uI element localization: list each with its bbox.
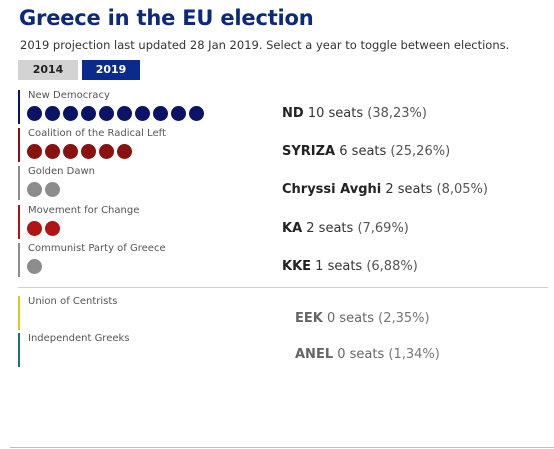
party-percent: (25,26%) (390, 144, 451, 159)
party-color-bar (18, 296, 20, 330)
party-percent: (8,05%) (436, 182, 488, 197)
party-color-bar (18, 243, 20, 277)
party-row-nd: New Democracy (18, 90, 538, 124)
party-color-bar (18, 128, 20, 162)
party-result-golden-dawn: Chryssi Avghi 2 seats (8,05%) (282, 182, 488, 197)
party-row-kke: Communist Party of Greece (18, 243, 538, 277)
party-name: Communist Party of Greece (28, 243, 166, 254)
party-row-syriza: Coalition of the Radical Left (18, 128, 538, 162)
seat-dot (45, 144, 60, 159)
party-name: Union of Centrists (28, 296, 118, 307)
seat-dot (117, 106, 132, 121)
seat-dot (81, 106, 96, 121)
seat-dot (45, 221, 60, 236)
page-title: Greece in the EU election (19, 6, 314, 30)
seat-dot (27, 144, 42, 159)
seat-dot (81, 144, 96, 159)
party-row-ka: Movement for Change (18, 205, 538, 239)
seat-dot (117, 144, 132, 159)
seat-dot (27, 221, 42, 236)
footer-divider (10, 447, 554, 448)
party-abbr: ANEL (295, 347, 334, 362)
seat-dot (27, 259, 42, 274)
party-seats: 1 seats (315, 259, 363, 274)
seat-dot (189, 106, 204, 121)
party-result-syriza: SYRIZA 6 seats (25,26%) (282, 144, 450, 159)
party-result-eek: EEK 0 seats (2,35%) (295, 311, 430, 326)
party-name: Golden Dawn (28, 166, 96, 177)
tab-2019[interactable]: 2019 (82, 60, 140, 80)
party-seats: 2 seats (306, 221, 354, 236)
section-divider (18, 287, 548, 288)
party-seats: 0 seats (326, 311, 374, 326)
party-abbr: KKE (282, 259, 312, 274)
party-percent: (38,23%) (367, 106, 427, 121)
party-color-bar (18, 333, 20, 367)
seat-dot (45, 182, 60, 197)
party-row-golden-dawn: Golden Dawn (18, 166, 538, 200)
seat-dot (135, 106, 150, 121)
party-seats: 0 seats (337, 347, 385, 362)
party-abbr: SYRIZA (282, 144, 336, 159)
party-seats: 6 seats (339, 144, 387, 159)
party-name: Independent Greeks (28, 333, 130, 344)
party-name: New Democracy (28, 90, 110, 101)
party-abbr: EEK (295, 311, 323, 326)
seat-dots (27, 144, 135, 160)
party-percent: (7,69%) (357, 221, 409, 236)
party-result-kke: KKE 1 seats (6,88%) (282, 259, 418, 274)
party-seats: 10 seats (307, 106, 364, 121)
seat-dot (153, 106, 168, 121)
seat-dot (171, 106, 186, 121)
party-result-nd: ND 10 seats (38,23%) (282, 106, 427, 121)
page-subtitle: 2019 projection last updated 28 Jan 2019… (20, 38, 510, 52)
seat-dot (63, 106, 78, 121)
seat-dot (27, 106, 42, 121)
seat-dot (27, 182, 42, 197)
party-abbr: ND (282, 106, 304, 121)
seat-dots (27, 106, 207, 122)
party-abbr: KA (282, 221, 303, 236)
party-name: Coalition of the Radical Left (28, 128, 166, 139)
seat-dots (27, 182, 63, 198)
party-name: Movement for Change (28, 205, 140, 216)
tab-2014[interactable]: 2014 (18, 60, 78, 80)
seat-dot (63, 144, 78, 159)
party-percent: (2,35%) (378, 311, 430, 326)
seat-dot (99, 106, 114, 121)
seat-dots (27, 259, 45, 275)
party-row-anel: Independent Greeks (18, 333, 538, 367)
party-result-anel: ANEL 0 seats (1,34%) (295, 347, 440, 362)
party-percent: (6,88%) (366, 259, 418, 274)
party-row-eek: Union of Centrists (18, 296, 538, 330)
party-color-bar (18, 205, 20, 239)
party-seats: 2 seats (385, 182, 433, 197)
party-color-bar (18, 166, 20, 200)
party-abbr: Chryssi Avghi (282, 182, 382, 197)
seat-dots (27, 221, 63, 237)
party-result-ka: KA 2 seats (7,69%) (282, 221, 409, 236)
seat-dot (45, 106, 60, 121)
party-color-bar (18, 90, 20, 124)
seat-dot (99, 144, 114, 159)
party-percent: (1,34%) (388, 347, 440, 362)
